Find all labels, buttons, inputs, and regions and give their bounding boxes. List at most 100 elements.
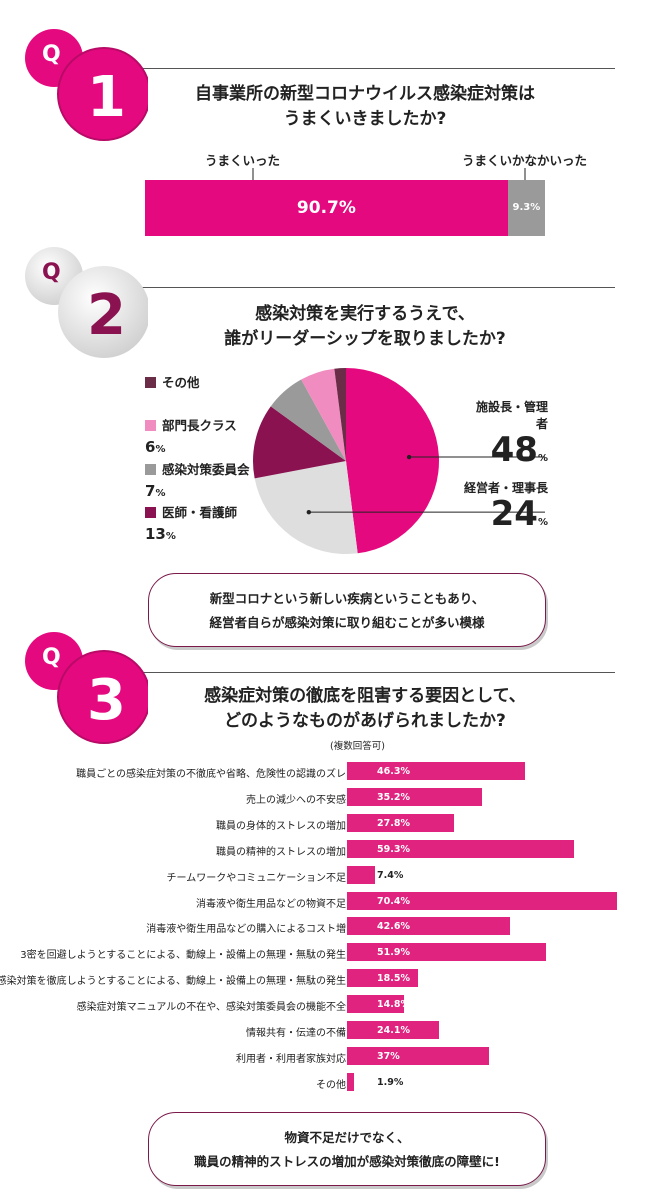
q3-category-label: 消毒液や衛生用品などの購入によるコスト増 (146, 924, 346, 936)
q2-label-facility-name: 施設長・管理者 (475, 400, 548, 431)
q1-bar-good-label: 90.7% (296, 198, 356, 218)
q1-rule (105, 68, 615, 69)
legend-committee-unit: % (155, 488, 166, 499)
q2-title: 感染対策を実行するうえで、 誰がリーダーシップを取りましたか? (150, 302, 580, 352)
q2-callout-line1: 新型コロナという新しい疾病ということもあり、 (209, 591, 485, 606)
legend-committee-swatch (145, 464, 156, 475)
q3-value-label: 42.6% (377, 921, 410, 933)
q1-bar-bad: 9.3% (507, 180, 545, 236)
q3-category-label: 職員の精神的ストレスの増加 (216, 846, 346, 858)
q3-bar (347, 969, 418, 988)
pie-slice-committee (270, 379, 346, 461)
q3-bar (347, 1021, 440, 1039)
q3-value-label: 14.8% (377, 999, 410, 1011)
q3-bar (347, 762, 525, 780)
q3-value-label: 59.3% (377, 843, 410, 855)
q3-value-label: 27.8% (377, 817, 410, 829)
q1-label-bad: うまくいかなかいった (462, 153, 588, 168)
legend-committee-label: 感染対策委員会 (162, 462, 250, 477)
q2-label-executive-unit: % (537, 517, 548, 528)
q3-category-label: チームワークやコミュニケーション不足 (166, 872, 347, 884)
q1-label-good: うまくいった (205, 153, 281, 168)
q3-value-label: 51.9% (377, 947, 410, 959)
q3-category-label: 感染対策を徹底しようとすることによる、動線上・設備上の無理・無駄の発生 (0, 976, 346, 988)
legend-doctor-value: 13 (145, 525, 166, 543)
q3-value-label: 70.4% (377, 895, 410, 907)
q3-bar (347, 917, 511, 936)
q3-category-label: 消毒液や衛生用品などの物資不足 (196, 898, 346, 910)
q1-badge-rim (57, 47, 148, 141)
legend-dept-swatch (145, 420, 156, 431)
q3-value-label: 37% (377, 1050, 400, 1062)
legend-dept-value: 6 (145, 438, 156, 456)
q2-badge-large-circle (58, 266, 148, 358)
pie-leader-executive-dot (306, 509, 312, 515)
q3-title: 感染症対策の徹底を阻害する要因として、 どのようなものがあげられましたか? (150, 684, 580, 734)
q1-bar-good: 90.7% (145, 180, 508, 236)
legend-committee-value: 7 (145, 482, 156, 500)
legend-committee: 感染対策委員会 7% (145, 459, 250, 500)
q1-bar-bad-label: 9.3% (512, 202, 541, 213)
q3-rule (105, 672, 615, 673)
q1-stacked-bar: 90.7% 9.3% (145, 180, 545, 236)
legend-dept: 部門長クラス 6% (145, 415, 237, 456)
q3-category-label: 利用者・利用者家族対応 (236, 1053, 346, 1065)
q2-title-line2: 誰がリーダーシップを取りましたか? (224, 329, 506, 349)
q3-category-label: 3密を回避しようとすることによる、動線上・設備上の無理・無駄の発生 (20, 950, 346, 962)
q3-bar (347, 813, 454, 832)
q3-category-label: 職員ごとの感染症対策の不徹底や省略、危険性の認識のズレ (76, 769, 346, 780)
legend-doctor-unit: % (165, 531, 176, 542)
q2-label-executive-value: 24 (490, 494, 538, 534)
q3-title-line1: 感染症対策の徹底を阻害する要因として、 (204, 686, 526, 706)
q3-category-label: 情報共有・伝達の不備 (246, 1028, 346, 1039)
pie-slice-dept (301, 368, 346, 461)
q2-callout: 新型コロナという新しい疾病ということもあり、 経営者自らが感染対策に取り組むこと… (148, 573, 546, 647)
q3-badge (25, 632, 148, 744)
legend-dept-unit: % (155, 444, 166, 455)
legend-doctor: 医師・看護師 13% (145, 502, 237, 543)
q2-badge-q: Q (42, 260, 61, 285)
q3-title-line2: どのようなものがあげられましたか? (224, 711, 506, 731)
q3-bar (347, 1072, 355, 1091)
q3-badge-q: Q (42, 645, 61, 670)
pie-slice-executive (254, 461, 358, 554)
q1-badge-q: Q (42, 42, 61, 67)
legend-other-label: その他 (162, 375, 200, 390)
q3-badge-number: 3 (87, 668, 126, 733)
q3-category-label: 売上の減少への不安感 (246, 794, 346, 806)
q3-callout-line2: 職員の精神的ストレスの増加が感染対策徹底の障壁に! (194, 1154, 500, 1169)
q2-label-executive-name: 経営者・理事長 (463, 481, 548, 495)
q2-title-line1: 感染対策を実行するうえで、 (255, 304, 475, 324)
q1-badge-large-circle (58, 48, 148, 140)
q2-callout-line2: 経営者自らが感染対策に取り組むことが多い模様 (209, 615, 485, 630)
q2-badge-number: 2 (87, 283, 126, 348)
q1-title: 自事業所の新型コロナウイルス感染症対策は うまくいきましたか? (150, 82, 580, 132)
q3-bar (347, 943, 547, 962)
pie-slice-other (334, 368, 346, 461)
q2-label-executive: 経営者・理事長 24% (460, 479, 548, 532)
q3-value-label: 35.2% (377, 791, 410, 803)
q3-value-label: 24.1% (377, 1025, 410, 1036)
q1-badge-number: 1 (87, 65, 126, 130)
q3-callout-line1: 物資不足だけでなく、 (284, 1130, 410, 1145)
q2-label-facility: 施設長・管理者 48% (468, 398, 548, 468)
q3-bar (347, 787, 482, 806)
pie-slice-doctor (253, 406, 346, 479)
q3-category-label: その他 (316, 1079, 346, 1091)
legend-dept-label: 部門長クラス (162, 418, 237, 433)
legend-doctor-label: 医師・看護師 (162, 505, 238, 520)
q3-bar (347, 995, 404, 1014)
q2-badge (25, 247, 148, 358)
q1-badge (25, 29, 148, 141)
legend-other: その他 (145, 372, 200, 391)
q3-badge-large-circle (58, 651, 148, 743)
q3-badge-rim (57, 650, 148, 744)
q3-category-label: 感染症対策マニュアルの不在や、感染対策委員会の機能不全 (76, 1002, 346, 1014)
q1-title-line1: 自事業所の新型コロナウイルス感染症対策は (195, 84, 535, 104)
q3-value-label: 1.9% (377, 1076, 404, 1088)
q2-rule (105, 287, 615, 288)
q3-callout: 物資不足だけでなく、 職員の精神的ストレスの増加が感染対策徹底の障壁に! (148, 1112, 546, 1186)
q3-bar (347, 1046, 489, 1065)
legend-doctor-swatch (145, 507, 156, 518)
q3-value-label: 46.3% (377, 766, 410, 777)
